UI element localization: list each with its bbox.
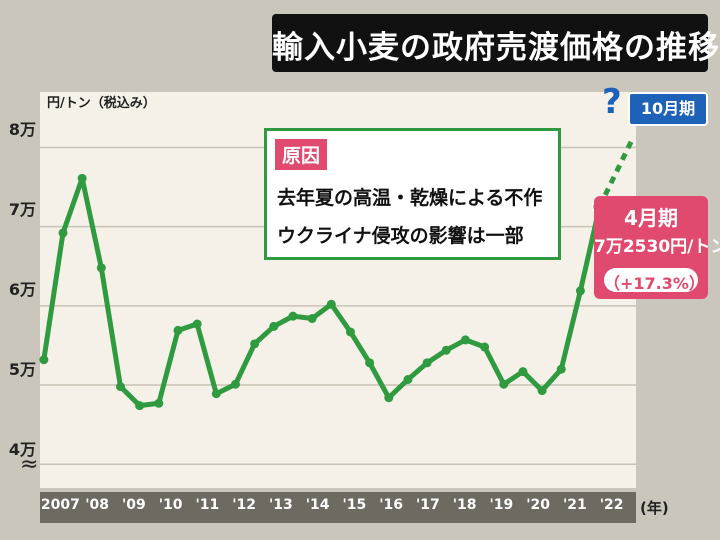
data-point xyxy=(460,335,470,345)
data-point xyxy=(537,386,547,396)
data-point xyxy=(77,173,87,183)
y-tick-label: 8万 xyxy=(8,120,36,139)
chart-title: 輸入小麦の政府売渡価格の推移 xyxy=(272,30,720,66)
data-point xyxy=(345,327,355,337)
x-tick-label: '11 xyxy=(195,497,220,513)
data-point xyxy=(441,345,451,355)
data-point xyxy=(211,389,221,399)
data-point xyxy=(250,339,260,349)
data-point xyxy=(39,355,49,365)
axis-break-mark: ≈ xyxy=(20,452,39,477)
data-point xyxy=(269,321,279,331)
data-point xyxy=(154,398,164,408)
data-point xyxy=(422,358,432,368)
x-unit-label: (年) xyxy=(640,499,669,517)
data-point xyxy=(173,325,183,335)
x-tick-label: '16 xyxy=(379,497,404,513)
title-banner: 輸入小麦の政府売渡価格の推移 xyxy=(272,14,720,72)
data-point xyxy=(384,393,394,403)
x-tick-label: '19 xyxy=(489,497,514,513)
x-tick-label: '08 xyxy=(85,497,110,513)
data-point xyxy=(58,228,68,238)
x-tick-label: '14 xyxy=(305,497,330,513)
data-point xyxy=(575,286,585,296)
april-label: 4月期 xyxy=(624,206,678,230)
data-point xyxy=(499,379,509,389)
x-tick-label: '10 xyxy=(158,497,183,513)
data-point xyxy=(518,367,528,377)
data-point xyxy=(230,379,240,389)
x-tick-label: '20 xyxy=(526,497,551,513)
data-point xyxy=(556,364,566,374)
series-layer xyxy=(39,138,635,411)
y-tick-label: 5万 xyxy=(8,360,36,379)
data-point xyxy=(96,263,106,273)
cause-line-1: 去年夏の高温・乾燥による不作 xyxy=(277,187,543,209)
x-tick-label: '17 xyxy=(415,497,440,513)
x-tick-label: '22 xyxy=(599,497,624,513)
y-tick-label: 4万 xyxy=(8,440,36,459)
data-point xyxy=(115,382,125,392)
april-change: （+17.3%） xyxy=(604,274,705,293)
x-tick-label: '13 xyxy=(268,497,293,513)
x-axis-strip xyxy=(40,492,636,523)
x-tick-label: '12 xyxy=(232,497,257,513)
y-tick-label: 6万 xyxy=(8,280,36,299)
x-tick-label: 2007 xyxy=(40,497,80,513)
x-tick-label: '21 xyxy=(562,497,587,513)
data-point xyxy=(192,319,202,329)
october-badge: 10月期 xyxy=(628,92,708,126)
data-point xyxy=(307,314,317,324)
cause-box: 原因 去年夏の高温・乾燥による不作 ウクライナ侵攻の影響は一部 xyxy=(264,128,561,260)
data-point xyxy=(403,374,413,384)
cause-line-2: ウクライナ侵攻の影響は一部 xyxy=(277,225,524,247)
data-point xyxy=(365,358,375,368)
x-tick-label: '15 xyxy=(342,497,367,513)
data-point xyxy=(288,311,298,321)
data-point xyxy=(135,401,145,411)
data-point xyxy=(326,299,336,309)
x-tick-label: '09 xyxy=(121,497,146,513)
y-tick-label: 7万 xyxy=(8,200,36,219)
x-tick-label: '18 xyxy=(452,497,477,513)
question-mark: ? xyxy=(602,82,622,122)
data-point xyxy=(480,342,490,352)
april-change-pill xyxy=(604,268,698,292)
cause-tag: 原因 xyxy=(275,139,328,170)
april-price: 7万2530円/トン xyxy=(594,237,720,257)
y-unit-label: 円/トン（税込み） xyxy=(47,96,156,111)
